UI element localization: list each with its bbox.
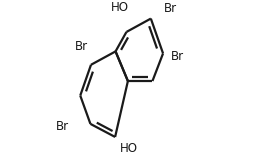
Text: Br: Br [75, 40, 88, 53]
Text: Br: Br [164, 2, 177, 14]
Text: HO: HO [110, 1, 128, 14]
Text: Br: Br [171, 50, 184, 63]
Text: HO: HO [120, 142, 137, 155]
Text: Br: Br [56, 120, 69, 133]
